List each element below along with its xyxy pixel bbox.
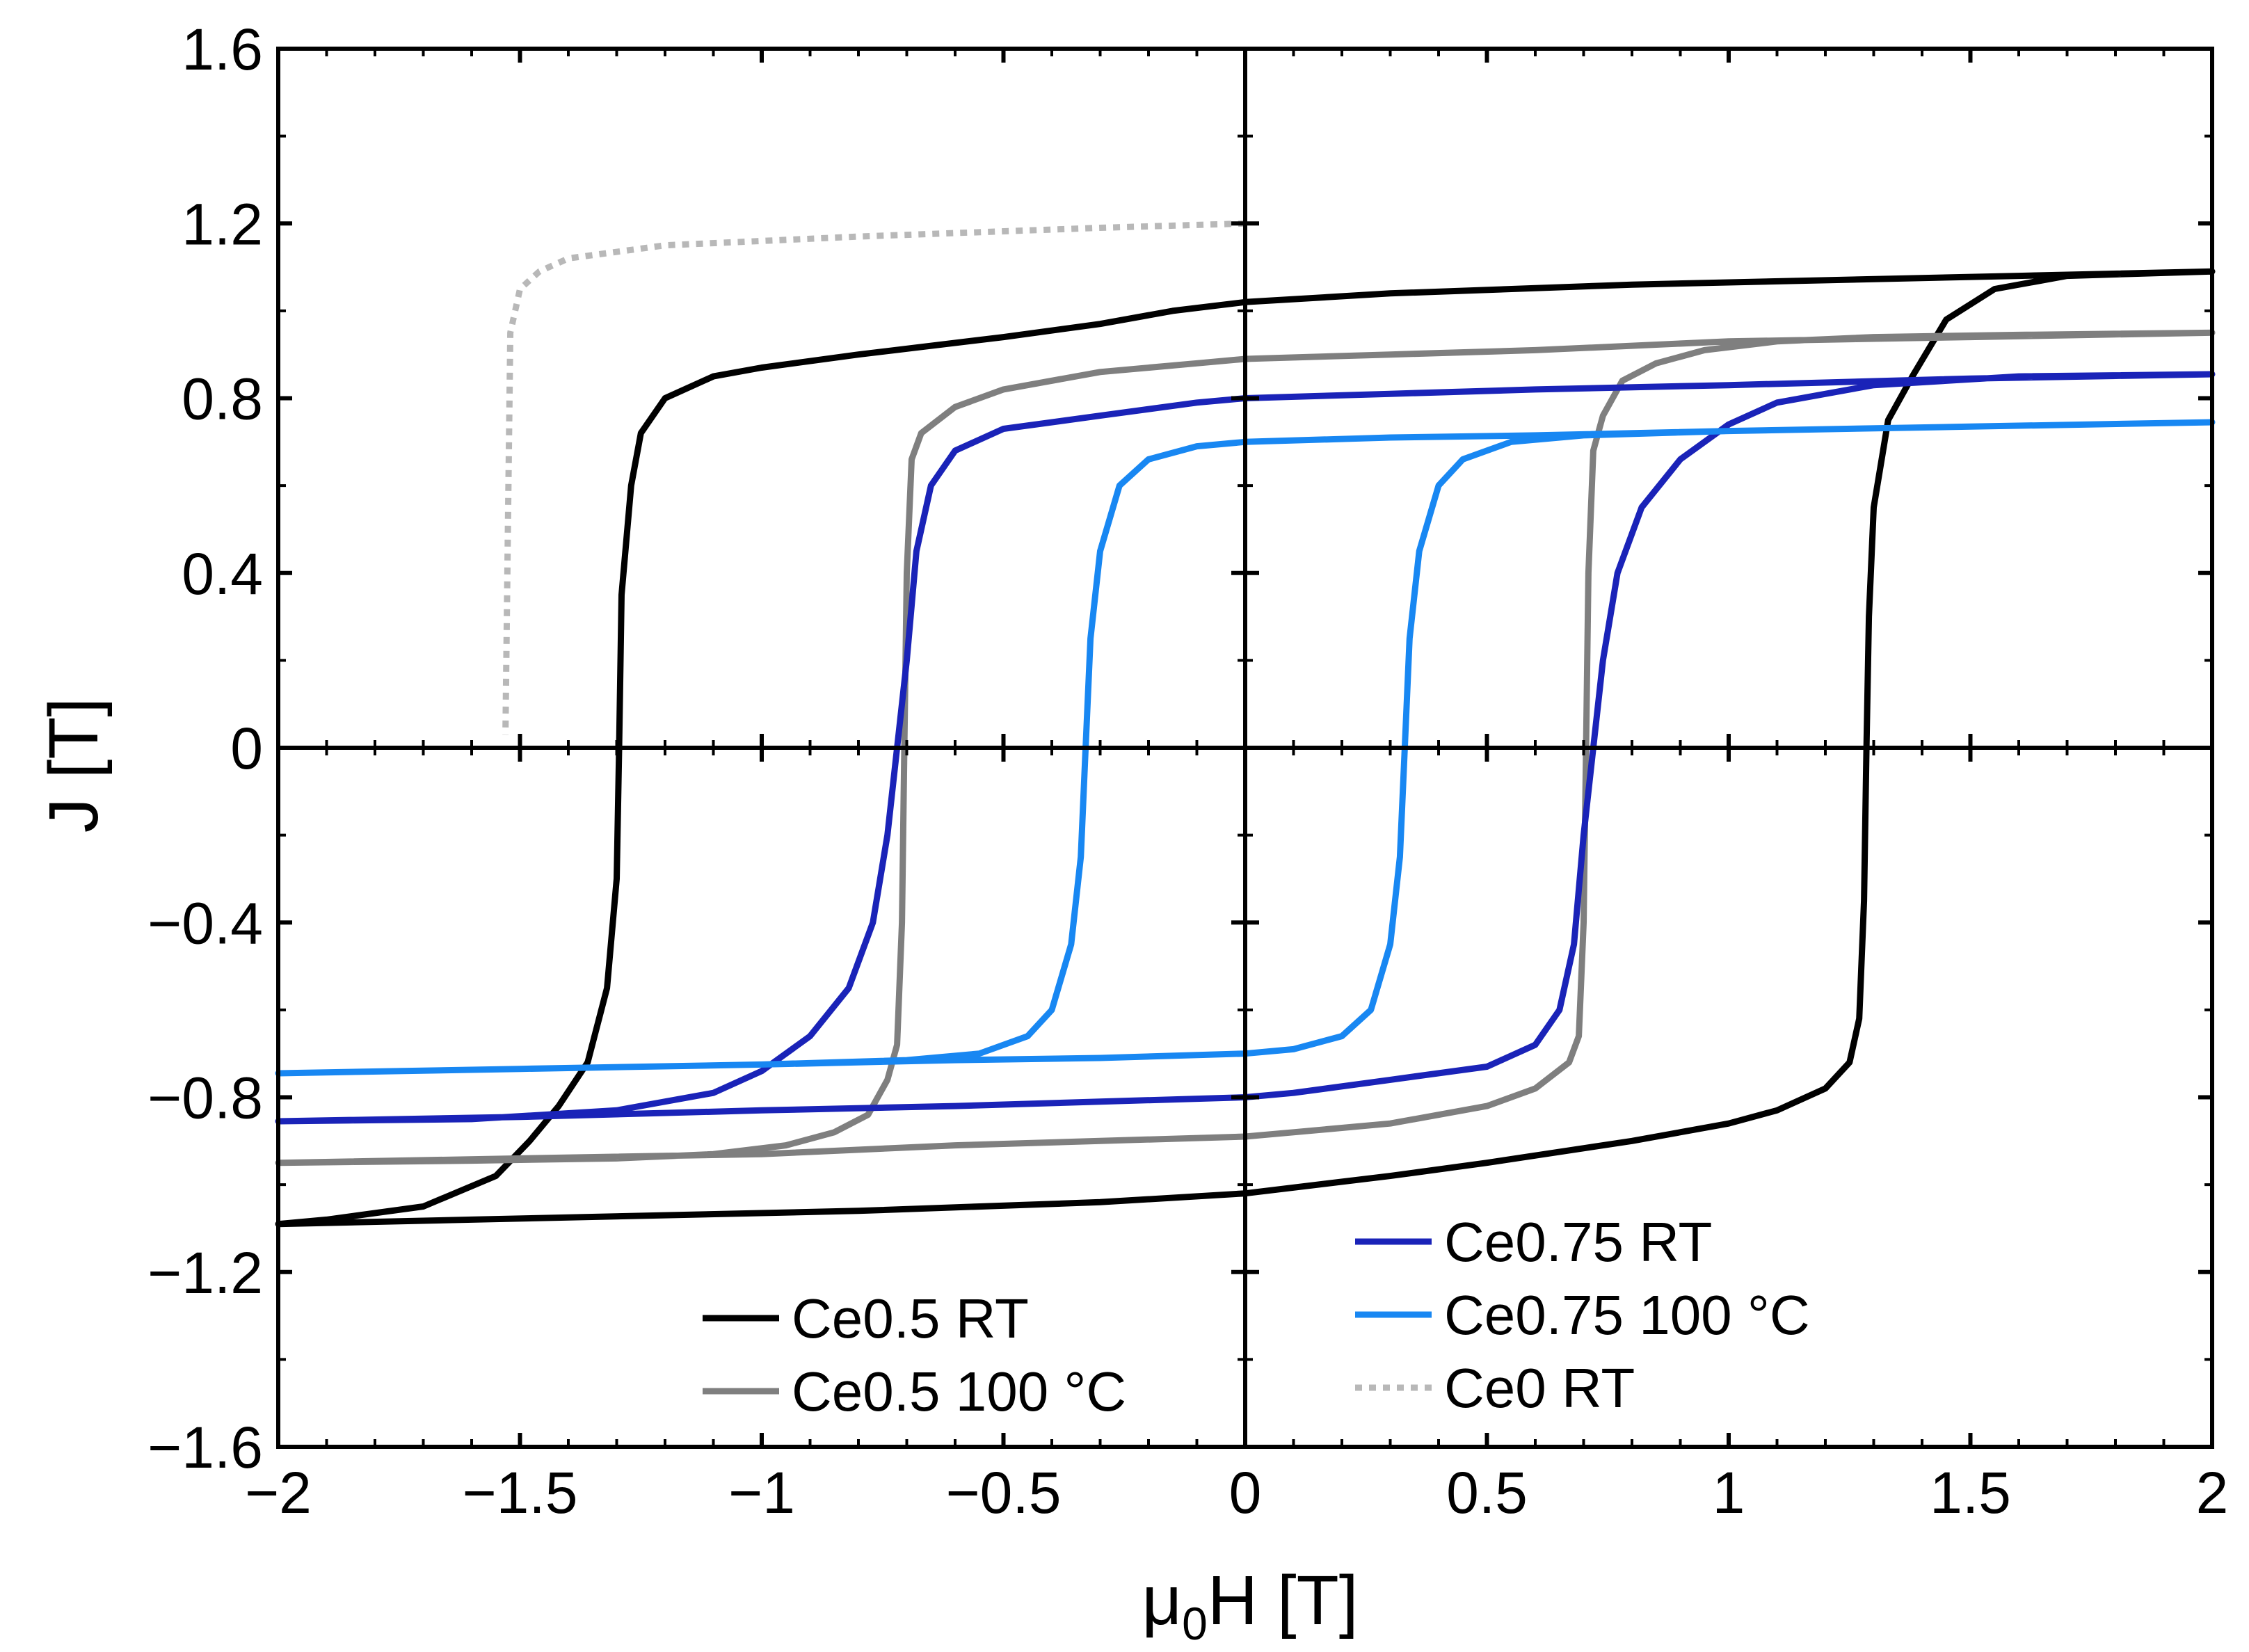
x-tick-label: 0.5 bbox=[1446, 1460, 1528, 1525]
x-axis-title-rest: H [T] bbox=[1208, 1562, 1359, 1639]
legend-item-1: Ce0.5 100 °C bbox=[703, 1361, 1126, 1422]
x-axis-title-main: μ bbox=[1142, 1562, 1183, 1639]
series-0-line bbox=[275, 268, 2216, 1228]
legend-item-2: Ce0.75 RT bbox=[1355, 1211, 1712, 1273]
y-tick-label: −0.8 bbox=[147, 1066, 263, 1131]
y-tick-label: −1.6 bbox=[147, 1415, 263, 1480]
y-tick-label: 0.4 bbox=[182, 541, 263, 607]
legend-item-4: Ce0 RT bbox=[1355, 1357, 1635, 1419]
y-tick-label: −1.2 bbox=[147, 1240, 263, 1306]
series-4-line bbox=[502, 220, 1246, 735]
legend-label: Ce0.75 100 °C bbox=[1444, 1284, 1810, 1346]
y-tick-label: 1.2 bbox=[182, 191, 263, 257]
x-tick-label: −0.5 bbox=[946, 1460, 1062, 1525]
legend-label: Ce0 RT bbox=[1444, 1357, 1635, 1419]
y-tick-label: −0.4 bbox=[147, 890, 263, 956]
x-tick-label: 1 bbox=[1713, 1460, 1745, 1525]
x-tick-label: −1.5 bbox=[463, 1460, 578, 1525]
x-axis-title: μ0H [T] bbox=[1142, 1562, 1359, 1649]
x-tick-label: −2 bbox=[245, 1460, 312, 1525]
legend-label: Ce0.5 RT bbox=[792, 1288, 1029, 1349]
y-tick-label: 0 bbox=[230, 716, 263, 781]
x-axis-title-subscript: 0 bbox=[1182, 1598, 1208, 1649]
legend-label: Ce0.5 100 °C bbox=[792, 1361, 1126, 1422]
legend-label: Ce0.75 RT bbox=[1444, 1211, 1712, 1273]
y-axis-title: J [T] bbox=[35, 698, 113, 833]
y-tick-label: 1.6 bbox=[182, 17, 263, 82]
legend-item-0: Ce0.5 RT bbox=[703, 1288, 1029, 1349]
x-tick-label: 2 bbox=[2196, 1460, 2229, 1525]
x-tick-label: 1.5 bbox=[1930, 1460, 2011, 1525]
legend-item-3: Ce0.75 100 °C bbox=[1355, 1284, 1810, 1346]
tick-labels-group: −2 −1.5 −1 −0.5 0 0.5 1 1.5 2 −1.6 −1.2 −0.8 −0.4 0 0.… bbox=[147, 17, 2228, 1525]
ticks-group bbox=[276, 47, 2214, 1449]
y-tick-label: 0.8 bbox=[182, 367, 263, 432]
x-tick-label: 0 bbox=[1229, 1460, 1262, 1525]
legend: Ce0.5 RT Ce0.5 100 °C Ce0.75 RT Ce0.75 100 … bbox=[703, 1211, 1810, 1422]
x-tick-label: −1 bbox=[728, 1460, 795, 1525]
